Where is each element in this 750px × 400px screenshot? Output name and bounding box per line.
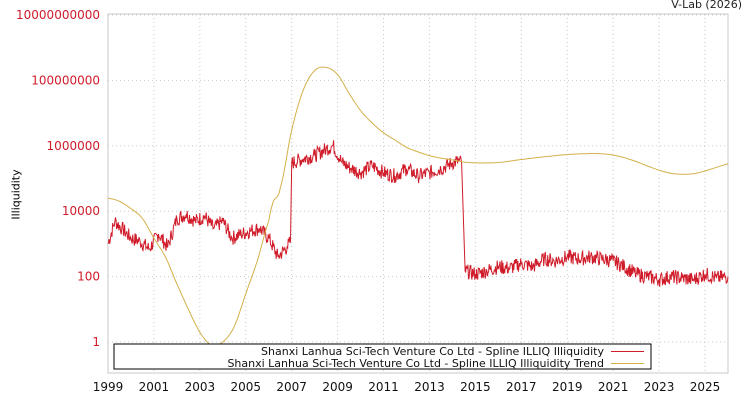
x-tick-label: 1999 — [93, 380, 124, 394]
x-tick-label: 2001 — [139, 380, 170, 394]
x-tick-label: 2011 — [368, 380, 399, 394]
legend-label-trend: Shanxi Lanhua Sci-Tech Venture Co Ltd - … — [227, 357, 604, 370]
x-tick-label: 2025 — [690, 380, 721, 394]
legend-box — [113, 343, 652, 370]
legend-label-series: Shanxi Lanhua Sci-Tech Venture Co Ltd - … — [261, 345, 604, 358]
illiquidity-line — [107, 140, 729, 287]
grid-lines — [108, 14, 728, 373]
y-tick-label: 100000000 — [31, 73, 100, 87]
chart-credit: V-Lab (2026) — [671, 0, 742, 11]
x-tick-label: 2021 — [598, 380, 629, 394]
y-tick-label: 10000000000 — [16, 8, 100, 22]
x-tick-label: 2017 — [506, 380, 537, 394]
plot-frame — [107, 13, 729, 374]
x-tick-label: 2009 — [322, 380, 353, 394]
illiquidity-trend-line — [107, 66, 729, 347]
x-axis-ticks: 1999 2001 2003 2005 2007 2009 2011 2013 2015 2017… — [93, 380, 721, 394]
x-tick-label: 2007 — [276, 380, 307, 394]
x-tick-label: 2005 — [230, 380, 261, 394]
x-tick-label: 2013 — [414, 380, 445, 394]
series-lines — [107, 66, 729, 347]
y-axis-ticks: 1 100 10000 1000000 100000000 10000000000 — [16, 8, 100, 349]
x-tick-label: 2015 — [460, 380, 491, 394]
x-tick-label: 2003 — [185, 380, 216, 394]
y-tick-label: 1 — [92, 335, 100, 349]
x-tick-label: 2019 — [552, 380, 583, 394]
x-tick-label: 2023 — [644, 380, 675, 394]
y-tick-label: 10000 — [62, 204, 100, 218]
legend: Shanxi Lanhua Sci-Tech Venture Co Ltd - … — [113, 343, 652, 370]
y-tick-label: 100 — [77, 270, 100, 284]
y-tick-label: 1000000 — [47, 139, 100, 153]
